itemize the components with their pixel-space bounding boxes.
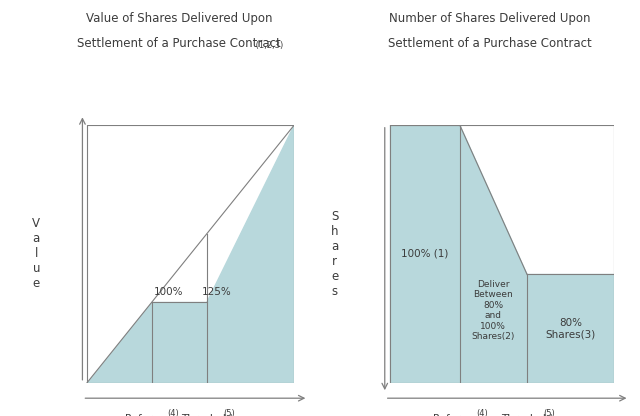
Polygon shape [207,125,294,383]
Text: 125%: 125% [202,287,232,297]
Text: 80%
Shares(3): 80% Shares(3) [545,318,596,339]
Text: Reference
Price: Reference Price [433,414,486,416]
Text: (5): (5) [543,409,555,416]
Polygon shape [527,275,614,383]
Polygon shape [460,125,527,383]
Polygon shape [152,302,207,383]
Polygon shape [390,125,460,383]
Text: Deliver
Between
80%
and
100%
Shares(2): Deliver Between 80% and 100% Shares(2) [472,280,515,341]
Text: Settlement of a Purchase Contract: Settlement of a Purchase Contract [388,37,591,50]
Text: S
h
a
r
e
s: S h a r e s [331,210,339,298]
Text: Threshold
Appreciation
Price: Threshold Appreciation Price [174,414,240,416]
Text: Reference
Price: Reference Price [125,414,178,416]
Text: (4): (4) [168,409,179,416]
Text: (4): (4) [476,409,488,416]
Text: Value of Shares Delivered Upon: Value of Shares Delivered Upon [86,12,273,25]
Text: (5): (5) [223,409,235,416]
Text: 100%: 100% [154,287,183,297]
Text: V
a
l
u
e: V a l u e [33,217,40,290]
Text: Settlement of a Purchase Contract: Settlement of a Purchase Contract [77,37,281,50]
Text: 100% (1): 100% (1) [401,249,449,259]
Text: Threshold
Appreciation
Price: Threshold Appreciation Price [494,414,560,416]
Polygon shape [87,302,152,383]
Text: Number of Shares Delivered Upon: Number of Shares Delivered Upon [389,12,590,25]
Text: (1,2,3): (1,2,3) [253,41,283,50]
